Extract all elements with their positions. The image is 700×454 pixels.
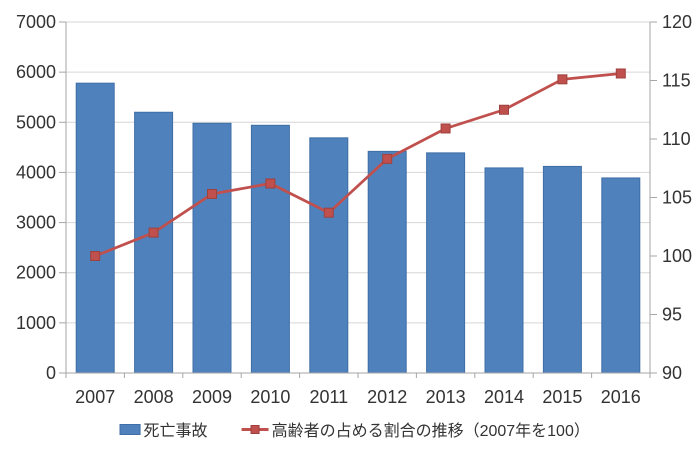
line-series-swatch [241, 424, 269, 435]
line-marker-2011 [323, 207, 334, 218]
line-marker-2010 [265, 178, 276, 189]
y-right-tick-label-115: 115 [662, 71, 691, 91]
line-swatch-marker-icon [250, 424, 260, 434]
y-right-tick-label-90: 90 [662, 363, 682, 383]
line-marker-2015 [557, 74, 568, 85]
y-left-tick-label-4000: 4000 [16, 162, 56, 182]
y-right-tick-label-105: 105 [662, 188, 692, 208]
bar-2015 [542, 165, 582, 374]
y-right-tick-label-95: 95 [662, 305, 682, 325]
y-right-tick-label-110: 110 [662, 129, 691, 149]
x-tick-label-2012: 2012 [367, 387, 407, 407]
bar-2010 [250, 124, 290, 374]
bar-series-label: 死亡事故 [143, 423, 208, 440]
line-marker-2013 [440, 123, 451, 134]
bar-2014 [484, 167, 524, 374]
x-tick-label-2013: 2013 [426, 387, 466, 407]
bar-2016 [601, 177, 641, 374]
y-left-tick-label-5000: 5000 [16, 112, 56, 132]
bar-series-swatch [119, 423, 141, 435]
line-marker-2007 [90, 251, 101, 261]
y-left-tick-label-1000: 1000 [16, 313, 56, 333]
y-left-tick-label-7000: 7000 [16, 12, 56, 32]
x-tick-label-2014: 2014 [484, 387, 524, 407]
chart-legend: 死亡事故 高齢者の占める割合の推移（2007年を100） [119, 417, 590, 441]
line-marker-2012 [382, 153, 393, 164]
bar-2008 [134, 111, 174, 374]
bar-2009 [192, 122, 232, 374]
x-tick-label-2015: 2015 [542, 387, 582, 407]
bar-2012 [367, 150, 407, 374]
x-tick-label-2016: 2016 [601, 387, 641, 407]
x-tick-label-2011: 2011 [309, 387, 348, 407]
y-left-tick-label-6000: 6000 [16, 62, 56, 82]
bar-2013 [426, 152, 466, 374]
legend-item-elderly-ratio: 高齢者の占める割合の推移（2007年を100） [241, 417, 590, 441]
line-marker-2014 [499, 104, 509, 115]
x-tick-label-2009: 2009 [192, 387, 232, 407]
legend-item-fatal-accidents: 死亡事故 [119, 417, 208, 441]
bar-2007 [75, 82, 115, 374]
x-tick-label-2010: 2010 [250, 387, 290, 407]
y-left-tick-label-2000: 2000 [16, 263, 56, 283]
x-tick-label-2008: 2008 [134, 387, 174, 407]
line-marker-2016 [615, 68, 626, 79]
line-marker-2008 [148, 227, 159, 238]
y-left-tick-label-3000: 3000 [16, 213, 56, 233]
line-marker-2009 [207, 188, 217, 199]
line-series [94, 72, 621, 258]
line-series-label: 高齢者の占める割合の推移（2007年を100） [271, 423, 590, 440]
y-right-tick-label-100: 100 [662, 246, 692, 266]
y-right-tick-label-120: 120 [662, 12, 692, 32]
bar-2011 [309, 137, 349, 374]
y-left-tick-label-0: 0 [46, 363, 56, 383]
x-tick-label-2007: 2007 [75, 387, 115, 407]
